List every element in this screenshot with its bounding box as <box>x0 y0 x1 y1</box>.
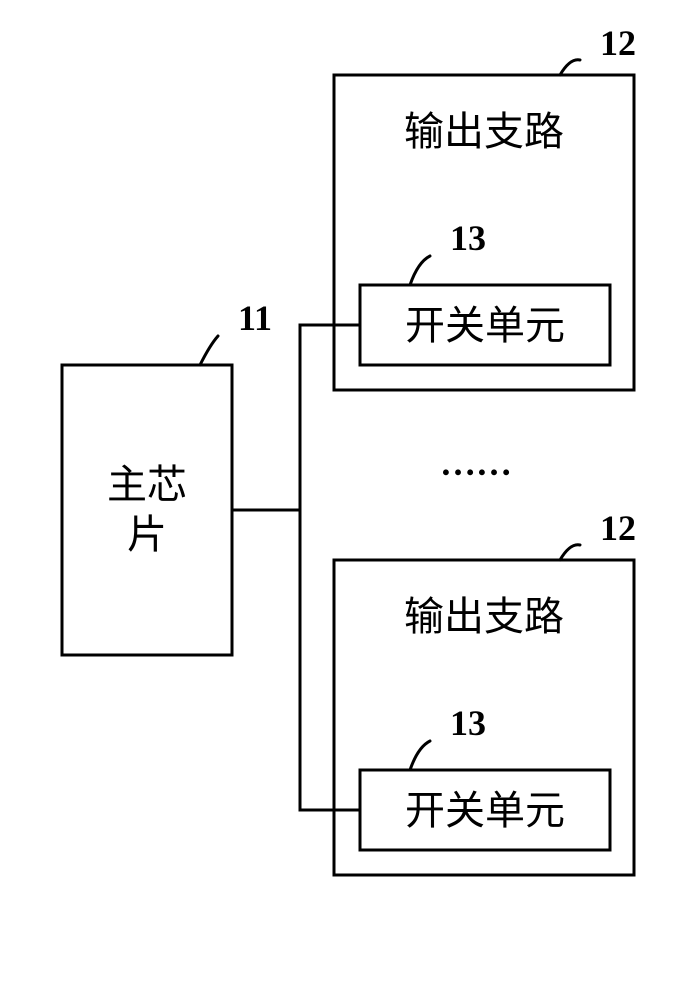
main-chip-label-line1: 主芯 <box>107 462 187 507</box>
output-branch-title: 输出支路 <box>404 109 564 154</box>
switch-unit-ref: 13 <box>450 703 486 743</box>
output-branch-title: 输出支路 <box>404 594 564 639</box>
main-chip-label-line2: 片 <box>127 512 167 557</box>
ellipsis: …… <box>440 443 512 483</box>
block-diagram: 11 主芯片 12 输出支路 13 开关单元 12 输出支路 13 开关单元 …… <box>0 0 689 991</box>
main-chip-ref: 11 <box>238 298 272 338</box>
switch-unit-ref: 13 <box>450 218 486 258</box>
output-branch-ref: 12 <box>600 508 636 548</box>
switch-unit-label: 开关单元 <box>405 788 565 833</box>
canvas-bg <box>0 0 689 991</box>
switch-unit-label: 开关单元 <box>405 303 565 348</box>
output-branch-ref: 12 <box>600 23 636 63</box>
